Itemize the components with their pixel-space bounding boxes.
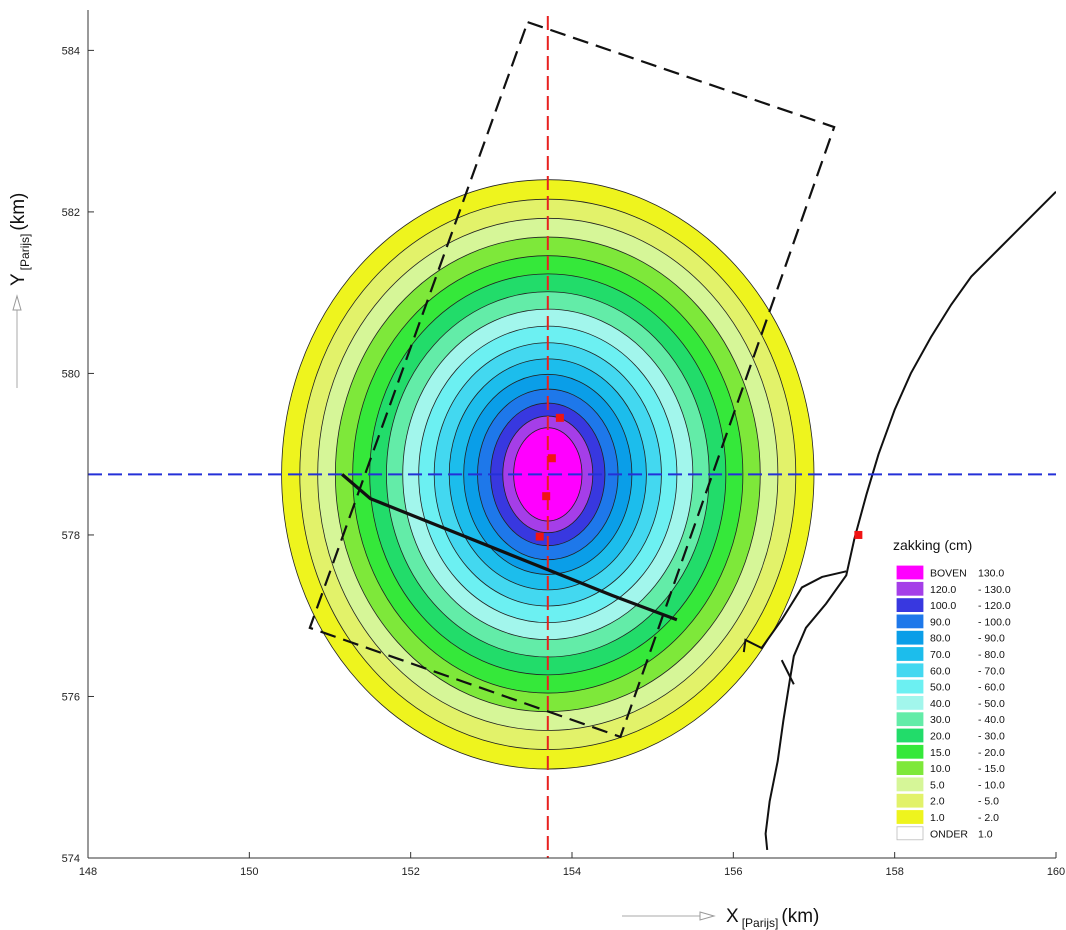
- y-tick-label: 576: [62, 691, 80, 703]
- legend-range-end: 130.0: [978, 568, 1004, 580]
- legend-range-start: 60.0: [930, 665, 951, 677]
- overlay-lines-layer: [88, 16, 1056, 858]
- y-tick-label: 582: [62, 207, 80, 219]
- x-axis-title-sub: [Parijs]: [742, 916, 779, 930]
- y-tick-label: 580: [62, 368, 80, 380]
- legend-range-start: 10.0: [930, 763, 951, 775]
- legend: zakking (cm) BOVEN 130.0 120.0 - 130.0 100.0 -…: [893, 537, 1011, 840]
- red-marker: [854, 530, 863, 539]
- legend-range-end: - 90.0: [978, 633, 1005, 645]
- y-axis-title-unit: (km): [8, 193, 29, 231]
- legend-range-start: 80.0: [930, 633, 951, 645]
- legend-range-end: - 50.0: [978, 698, 1005, 710]
- legend-range-end: - 15.0: [978, 763, 1005, 775]
- red-marker: [542, 492, 551, 501]
- legend-swatch: [896, 810, 924, 824]
- marker-layer: [535, 413, 863, 541]
- y-tick-label: 584: [62, 45, 80, 57]
- legend-swatch: [896, 614, 924, 629]
- x-axis-title: X [Parijs] (km): [726, 906, 819, 930]
- x-axis-title-main: X: [726, 906, 739, 927]
- legend-range-end: - 130.0: [978, 584, 1011, 596]
- legend-swatch: [896, 761, 924, 775]
- x-tick-label: 158: [885, 866, 903, 878]
- coastline-layer: [742, 191, 1056, 851]
- x-tick-label: 148: [79, 866, 97, 878]
- legend-swatch: [896, 728, 924, 743]
- legend-range-end: - 20.0: [978, 747, 1005, 759]
- red-marker: [547, 454, 556, 463]
- x-tick-label: 156: [724, 866, 742, 878]
- coastline: [742, 570, 847, 653]
- legend-range-start: 70.0: [930, 649, 951, 661]
- legend-range-start: 1.0: [930, 812, 945, 824]
- legend-range-start: 2.0: [930, 796, 945, 808]
- legend-swatch: [896, 793, 924, 808]
- legend-range-end: - 2.0: [978, 812, 999, 824]
- y-tick-label: 578: [62, 530, 80, 542]
- coastline: [780, 659, 795, 685]
- x-tick-label: 154: [563, 866, 581, 878]
- legend-swatch: [896, 696, 924, 710]
- legend-range-start: 15.0: [930, 747, 951, 759]
- y-tick-label: 574: [62, 853, 80, 865]
- legend-swatch: [896, 598, 924, 612]
- x-axis-title-unit: (km): [781, 906, 819, 927]
- legend-range-start: 40.0: [930, 698, 951, 710]
- legend-range-start: 90.0: [930, 616, 951, 628]
- legend-range-start: 5.0: [930, 779, 945, 791]
- y-axis-title: Y [Parijs] (km): [8, 193, 32, 286]
- x-tick-label: 152: [401, 866, 419, 878]
- legend-range-end: - 60.0: [978, 682, 1005, 694]
- legend-range-end: - 120.0: [978, 600, 1011, 612]
- legend-range-start: 20.0: [930, 731, 951, 743]
- legend-range-start: BOVEN: [930, 568, 967, 580]
- red-marker: [555, 413, 564, 422]
- y-axis-arrowhead: [12, 294, 22, 311]
- legend-range-end: - 80.0: [978, 649, 1005, 661]
- axis-titles: X [Parijs] (km)Y[Parijs](km): [8, 193, 819, 930]
- red-marker: [535, 532, 544, 541]
- legend-range-end: - 10.0: [978, 779, 1005, 791]
- y-axis-title-main: Y: [8, 273, 29, 286]
- legend-swatch: [896, 826, 924, 841]
- legend-swatch: [896, 744, 924, 759]
- coastline: [764, 191, 1056, 851]
- legend-range-end: - 5.0: [978, 796, 999, 808]
- legend-swatch: [896, 581, 924, 596]
- legend-swatch: [896, 777, 924, 792]
- x-axis-arrowhead: [699, 911, 716, 921]
- dashed-rectangle-outline: [308, 21, 836, 739]
- legend-title: zakking (cm): [893, 537, 972, 553]
- axes-layer: 148 150 152 154 156 158 160 574 576 578 580 582 584: [62, 10, 1065, 878]
- legend-range-end: - 70.0: [978, 665, 1005, 677]
- legend-range-end: - 40.0: [978, 714, 1005, 726]
- legend-swatch: [896, 630, 924, 645]
- solid-black-line: [341, 473, 678, 622]
- contour-fill-layer: [281, 179, 815, 770]
- legend-swatch: [896, 712, 924, 727]
- legend-range-end: 1.0: [978, 828, 993, 840]
- legend-range-start: ONDER: [930, 828, 968, 840]
- legend-range-start: 120.0: [930, 584, 956, 596]
- legend-range-start: 30.0: [930, 714, 951, 726]
- x-tick-label: 160: [1047, 866, 1065, 878]
- legend-range-start: 50.0: [930, 682, 951, 694]
- legend-range-end: - 30.0: [978, 731, 1005, 743]
- legend-swatch: [896, 663, 924, 678]
- legend-range-end: - 100.0: [978, 616, 1011, 628]
- legend-swatch: [896, 565, 924, 580]
- legend-range-start: 100.0: [930, 600, 956, 612]
- y-axis-title-sub: [Parijs]: [18, 234, 32, 271]
- legend-swatch: [896, 647, 924, 661]
- x-tick-label: 150: [240, 866, 258, 878]
- legend-swatch: [896, 679, 924, 694]
